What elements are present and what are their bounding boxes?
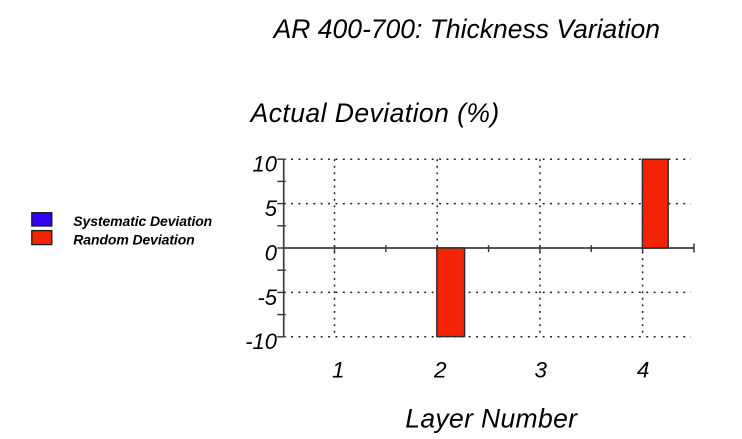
svg-text:-5: -5 xyxy=(257,285,277,310)
svg-text:Layer Number: Layer Number xyxy=(405,403,578,433)
svg-text:-10: -10 xyxy=(245,329,278,354)
svg-text:4: 4 xyxy=(637,357,650,382)
svg-text:0: 0 xyxy=(265,240,278,265)
svg-text:10: 10 xyxy=(253,152,278,177)
svg-text:1: 1 xyxy=(332,357,345,382)
svg-text:Actual Deviation (%): Actual Deviation (%) xyxy=(249,98,500,128)
svg-text:5: 5 xyxy=(265,196,278,221)
svg-text:AR 400-700: Thickness Variatio: AR 400-700: Thickness Variation xyxy=(272,14,660,44)
svg-text:Systematic Deviation: Systematic Deviation xyxy=(73,213,212,229)
svg-text:Random Deviation: Random Deviation xyxy=(73,232,194,248)
svg-text:2: 2 xyxy=(433,357,447,382)
svg-text:3: 3 xyxy=(534,357,547,382)
